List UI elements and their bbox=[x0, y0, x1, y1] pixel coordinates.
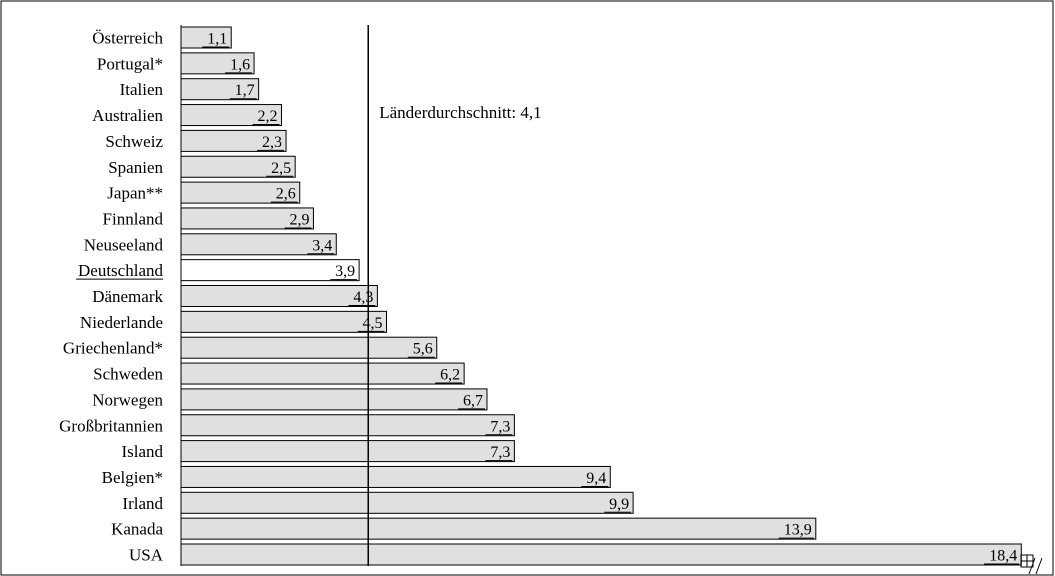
category-label-3: Australien bbox=[92, 106, 163, 125]
value-label-16: 7,3 bbox=[490, 444, 510, 461]
value-label-17: 9,4 bbox=[586, 470, 606, 487]
bar-3 bbox=[180, 104, 282, 127]
value-label-2: 1,7 bbox=[235, 82, 255, 99]
bar-20 bbox=[180, 543, 1022, 566]
average-label: Länderdurchschnitt: 4,1 bbox=[379, 103, 541, 122]
category-label-1: Portugal* bbox=[97, 54, 163, 73]
category-label-13: Schweden bbox=[93, 365, 163, 384]
bar-5 bbox=[180, 155, 296, 178]
category-label-19: Kanada bbox=[111, 520, 163, 539]
category-label-0: Österreich bbox=[92, 29, 163, 48]
bar-18 bbox=[180, 491, 634, 514]
category-label-4: Schweiz bbox=[105, 132, 163, 151]
value-label-11: 4,5 bbox=[363, 315, 383, 332]
bar-10 bbox=[180, 285, 378, 307]
category-label-17: Belgien* bbox=[102, 468, 163, 487]
bar-12 bbox=[180, 336, 438, 359]
value-label-5: 2,5 bbox=[271, 160, 291, 177]
bar-19 bbox=[180, 517, 817, 540]
category-label-18: Irland bbox=[122, 494, 163, 513]
value-label-9: 3,9 bbox=[335, 263, 355, 280]
value-label-20: 18,4 bbox=[989, 548, 1017, 565]
reference-layer: Länderdurchschnitt: 4,1 bbox=[367, 25, 542, 566]
category-label-5: Spanien bbox=[108, 158, 163, 177]
value-label-13: 6,2 bbox=[440, 367, 460, 384]
corner-logo-icon bbox=[1020, 554, 1043, 575]
bar-1 bbox=[180, 52, 255, 75]
value-label-19: 13,9 bbox=[784, 522, 812, 539]
category-label-11: Niederlande bbox=[80, 313, 163, 332]
bar-13 bbox=[180, 362, 465, 385]
bar-16 bbox=[180, 440, 515, 463]
bar-2 bbox=[180, 78, 260, 101]
value-label-18: 9,9 bbox=[609, 496, 629, 513]
value-label-12: 5,6 bbox=[413, 341, 433, 358]
bar-15 bbox=[180, 414, 515, 437]
bar-11 bbox=[180, 310, 388, 333]
value-label-15: 7,3 bbox=[490, 418, 510, 435]
category-label-10: Dänemark bbox=[92, 287, 163, 306]
bar-7 bbox=[180, 207, 314, 230]
category-label-8: Neuseeland bbox=[84, 235, 164, 254]
value-label-1: 1,6 bbox=[230, 56, 250, 73]
category-label-20: USA bbox=[129, 546, 164, 565]
category-label-6: Japan** bbox=[107, 184, 163, 203]
value-label-14: 6,7 bbox=[463, 392, 483, 409]
category-label-15: Großbritannien bbox=[59, 416, 163, 435]
bar-17 bbox=[180, 465, 611, 488]
value-label-10: 4,3 bbox=[353, 289, 373, 306]
bar-9 bbox=[180, 259, 360, 282]
value-label-7: 2,9 bbox=[289, 211, 309, 228]
value-label-8: 3,4 bbox=[312, 237, 332, 254]
bars-layer: Österreich 1,1 Portugal* 1,6 Italien 1,7 Austr… bbox=[59, 25, 1022, 566]
category-label-7: Finnland bbox=[103, 209, 164, 228]
bar-8 bbox=[180, 233, 337, 256]
category-label-12: Griechenland* bbox=[63, 339, 163, 358]
bar-0 bbox=[180, 26, 232, 49]
value-label-4: 2,3 bbox=[262, 134, 282, 151]
category-label-14: Norwegen bbox=[92, 390, 163, 409]
value-label-0: 1,1 bbox=[207, 31, 227, 48]
value-label-3: 2,2 bbox=[257, 108, 277, 125]
value-label-6: 2,6 bbox=[276, 186, 296, 203]
bar-4 bbox=[180, 129, 287, 152]
category-label-9: Deutschland bbox=[78, 261, 163, 280]
bar-14 bbox=[180, 388, 488, 411]
category-label-16: Island bbox=[121, 442, 163, 461]
bar-6 bbox=[180, 181, 301, 204]
category-label-2: Italien bbox=[120, 80, 164, 99]
